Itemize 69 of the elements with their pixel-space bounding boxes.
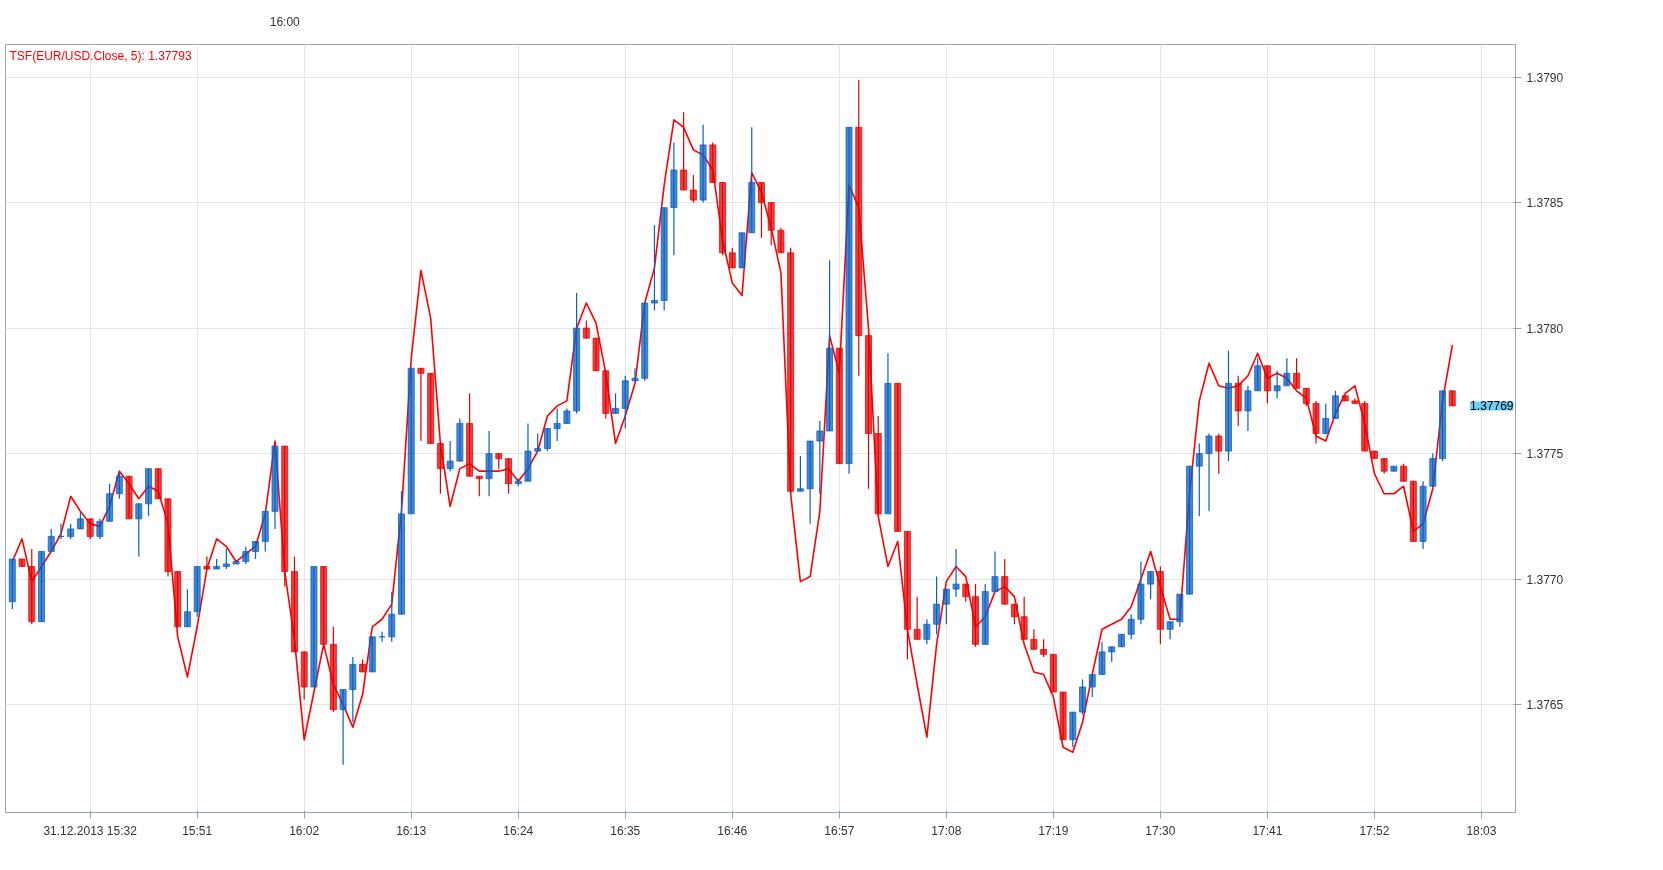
candlestick [933, 575, 941, 635]
candlestick [1030, 628, 1038, 650]
x-tick-label: 16:35 [610, 823, 641, 838]
candlestick [796, 455, 804, 492]
candlestick [1331, 390, 1340, 420]
candlestick [1098, 641, 1106, 676]
y-tick-label: 1.3765 [1526, 698, 1564, 713]
candlestick [1293, 357, 1301, 389]
candlestick [1010, 603, 1018, 625]
candlestick [1205, 432, 1213, 512]
candlestick [86, 518, 94, 540]
candlestick [777, 227, 785, 254]
candlestick [1147, 570, 1155, 600]
x-tick-label: 16:02 [289, 823, 320, 838]
candlestick [1322, 402, 1330, 435]
candlestick [203, 555, 211, 570]
x-tick-label: 16:46 [717, 823, 748, 838]
candlestick [991, 550, 999, 593]
candlestick [1088, 673, 1096, 698]
candlestick [952, 548, 960, 598]
y-tick-label: 1.3780 [1526, 321, 1564, 336]
candlestick [650, 224, 658, 312]
x-tick-label: 18:03 [1466, 823, 1497, 838]
text: TSF(EUR/USD.Close, 5): 1.37793 [9, 48, 192, 63]
y-tick-label: 1.3770 [1526, 572, 1564, 587]
candlestick [1283, 357, 1291, 387]
x-tick-label: 17:08 [931, 823, 962, 838]
x-tick-label: 31.12.2013 15:32 [43, 823, 138, 838]
candlestick [612, 392, 620, 415]
candlestick [388, 591, 396, 643]
annotation: 1.37769 [1470, 399, 1514, 414]
candlestick [1273, 370, 1281, 399]
candlestick [757, 181, 765, 239]
candlestick [913, 596, 921, 640]
candlestick [942, 588, 950, 625]
x-tick-label: 16:24 [503, 823, 534, 838]
candlestick [680, 111, 688, 191]
candlestick [47, 528, 55, 553]
x-tick-label: 17:30 [1145, 823, 1176, 838]
y-tick-label: 1.3775 [1526, 447, 1564, 462]
candlestick [1127, 613, 1135, 640]
x-tick-label: 16:13 [396, 823, 427, 838]
candlestick [183, 588, 191, 628]
candlestick [96, 518, 104, 540]
candlestick [446, 440, 454, 472]
candlestick [728, 247, 736, 269]
candlestick [631, 367, 639, 382]
candlestick [1244, 385, 1252, 432]
text: 16:00 [269, 14, 301, 29]
candlestick [417, 367, 425, 442]
candlestick [553, 407, 561, 442]
y-tick-label: 1.3785 [1526, 196, 1564, 211]
candlestick [222, 548, 230, 570]
candlestick [1215, 432, 1223, 475]
candlestick [339, 688, 347, 766]
candlestick [543, 427, 551, 452]
x-tick-label: 17:41 [1252, 823, 1283, 838]
candlestick [1020, 596, 1028, 640]
candlestick [115, 470, 123, 500]
x-tick-label: 16:57 [824, 823, 855, 838]
x-tick-label: 17:19 [1038, 823, 1069, 838]
candlestick [1195, 442, 1203, 517]
x-tick-label: 17:52 [1359, 823, 1390, 838]
candlestick [689, 174, 697, 204]
candlestick [816, 420, 824, 495]
y-tick-label: 1.3790 [1526, 70, 1564, 85]
candlestick [923, 618, 931, 645]
candlestick [135, 503, 143, 558]
x-tick-label: 15:51 [182, 823, 213, 838]
